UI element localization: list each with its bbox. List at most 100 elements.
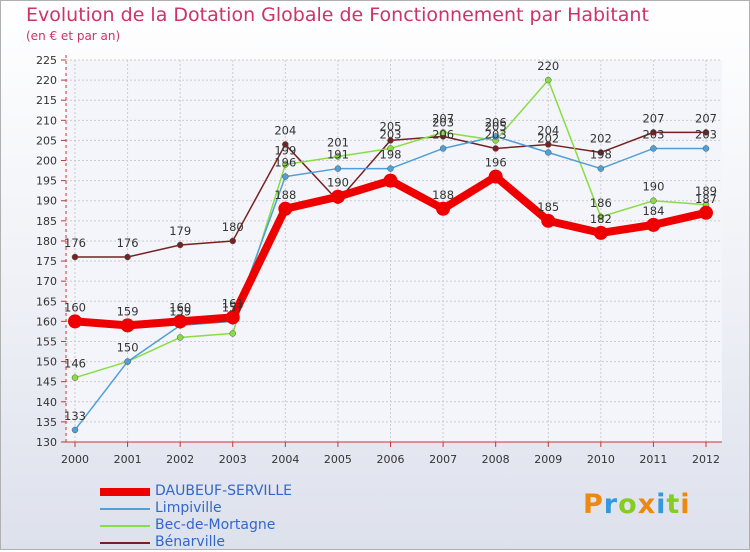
data-label: 188 bbox=[274, 188, 296, 202]
data-label: 203 bbox=[485, 127, 507, 141]
data-point bbox=[278, 201, 293, 216]
data-point bbox=[229, 237, 236, 245]
legend-label: Bec-de-Mortagne bbox=[155, 517, 276, 533]
data-point bbox=[702, 129, 710, 136]
data-label: 179 bbox=[169, 224, 191, 238]
data-point bbox=[597, 165, 605, 172]
data-label: 159 bbox=[117, 304, 139, 318]
x-tick-label: 2011 bbox=[639, 453, 667, 466]
logo-letter: t bbox=[666, 489, 681, 520]
data-label: 190 bbox=[642, 180, 664, 194]
data-label: 159 bbox=[169, 304, 191, 318]
legend-label: Limpiville bbox=[155, 500, 222, 516]
data-label: 196 bbox=[274, 156, 296, 170]
data-point bbox=[387, 137, 394, 144]
y-tick-label: 140 bbox=[36, 396, 57, 409]
data-point bbox=[439, 145, 447, 152]
logo-letter: o bbox=[618, 489, 638, 520]
data-point bbox=[383, 173, 398, 188]
y-tick-label: 135 bbox=[36, 416, 57, 429]
data-point bbox=[176, 241, 184, 249]
data-label: 176 bbox=[64, 236, 86, 250]
data-point bbox=[492, 133, 499, 140]
x-tick-label: 2000 bbox=[61, 453, 89, 466]
x-tick-label: 2001 bbox=[114, 453, 142, 466]
data-label: 191 bbox=[327, 148, 349, 162]
data-label: 196 bbox=[485, 156, 507, 170]
y-tick-label: 170 bbox=[36, 275, 57, 288]
y-tick-label: 180 bbox=[36, 235, 57, 248]
y-tick-label: 130 bbox=[36, 436, 57, 449]
data-label: 203 bbox=[642, 127, 664, 141]
data-point bbox=[229, 330, 236, 337]
x-tick-label: 2004 bbox=[271, 453, 299, 466]
data-label: 207 bbox=[432, 111, 454, 125]
x-tick-label: 2002 bbox=[166, 453, 194, 466]
data-label: 160 bbox=[64, 300, 86, 314]
x-tick-label: 2010 bbox=[587, 453, 615, 466]
y-tick-label: 150 bbox=[36, 356, 57, 369]
data-point bbox=[225, 310, 240, 325]
data-point bbox=[334, 153, 342, 160]
data-point bbox=[387, 165, 394, 172]
data-label: 220 bbox=[537, 59, 559, 73]
data-point bbox=[71, 253, 79, 261]
data-label: 161 bbox=[222, 296, 244, 310]
proxiti-logo: Proxiti bbox=[583, 489, 691, 520]
y-tick-label: 185 bbox=[36, 215, 57, 228]
data-label: 176 bbox=[117, 236, 139, 250]
data-point bbox=[650, 145, 657, 152]
data-point bbox=[124, 358, 131, 365]
y-tick-label: 210 bbox=[36, 114, 57, 127]
y-tick-label: 155 bbox=[36, 335, 57, 348]
y-tick-label: 220 bbox=[36, 74, 57, 87]
data-label: 182 bbox=[590, 212, 612, 226]
chart-title: Evolution de la Dotation Globale de Fonc… bbox=[26, 4, 649, 26]
data-label: 205 bbox=[485, 119, 507, 133]
y-tick-label: 225 bbox=[36, 54, 57, 67]
data-label: 186 bbox=[590, 196, 612, 210]
logo-letter: x bbox=[637, 489, 657, 520]
data-point bbox=[545, 76, 552, 84]
data-label: 199 bbox=[274, 144, 296, 158]
data-label: 207 bbox=[642, 111, 664, 125]
data-label: 202 bbox=[537, 131, 559, 145]
chart-subtitle: (en € et par an) bbox=[26, 29, 121, 43]
data-label: 203 bbox=[432, 115, 454, 129]
data-label: 150 bbox=[117, 341, 139, 355]
y-tick-label: 215 bbox=[36, 94, 57, 107]
y-tick-label: 160 bbox=[36, 315, 57, 328]
x-tick-label: 2009 bbox=[534, 453, 562, 466]
data-point bbox=[593, 225, 608, 240]
data-point bbox=[545, 141, 552, 148]
data-point bbox=[120, 318, 135, 333]
x-tick-label: 2008 bbox=[482, 453, 510, 466]
x-tick-label: 2003 bbox=[219, 453, 247, 466]
y-tick-label: 205 bbox=[36, 134, 57, 147]
data-point bbox=[650, 129, 657, 136]
data-point bbox=[71, 374, 79, 381]
data-point bbox=[330, 189, 345, 204]
y-tick-label: 145 bbox=[36, 376, 57, 389]
legend-swatch bbox=[100, 508, 150, 510]
data-point bbox=[282, 141, 289, 148]
data-label: 189 bbox=[695, 184, 717, 198]
logo-letter: i bbox=[656, 489, 667, 520]
data-point bbox=[124, 253, 131, 261]
data-point bbox=[646, 217, 661, 232]
data-point bbox=[597, 213, 605, 221]
data-label: 198 bbox=[380, 148, 402, 162]
data-label: 187 bbox=[695, 192, 717, 206]
data-label: 201 bbox=[327, 136, 349, 150]
data-label: 206 bbox=[432, 127, 454, 141]
data-label: 146 bbox=[64, 357, 86, 371]
data-point bbox=[176, 334, 184, 341]
x-tick-label: 2005 bbox=[324, 453, 352, 466]
x-tick-label: 2006 bbox=[377, 453, 405, 466]
data-label: 204 bbox=[274, 123, 296, 137]
legend-label: DAUBEUF-SERVILLE bbox=[155, 483, 293, 499]
data-point bbox=[436, 201, 451, 216]
data-label: 204 bbox=[537, 123, 559, 137]
data-label: 185 bbox=[537, 200, 559, 214]
data-label: 198 bbox=[590, 148, 612, 162]
